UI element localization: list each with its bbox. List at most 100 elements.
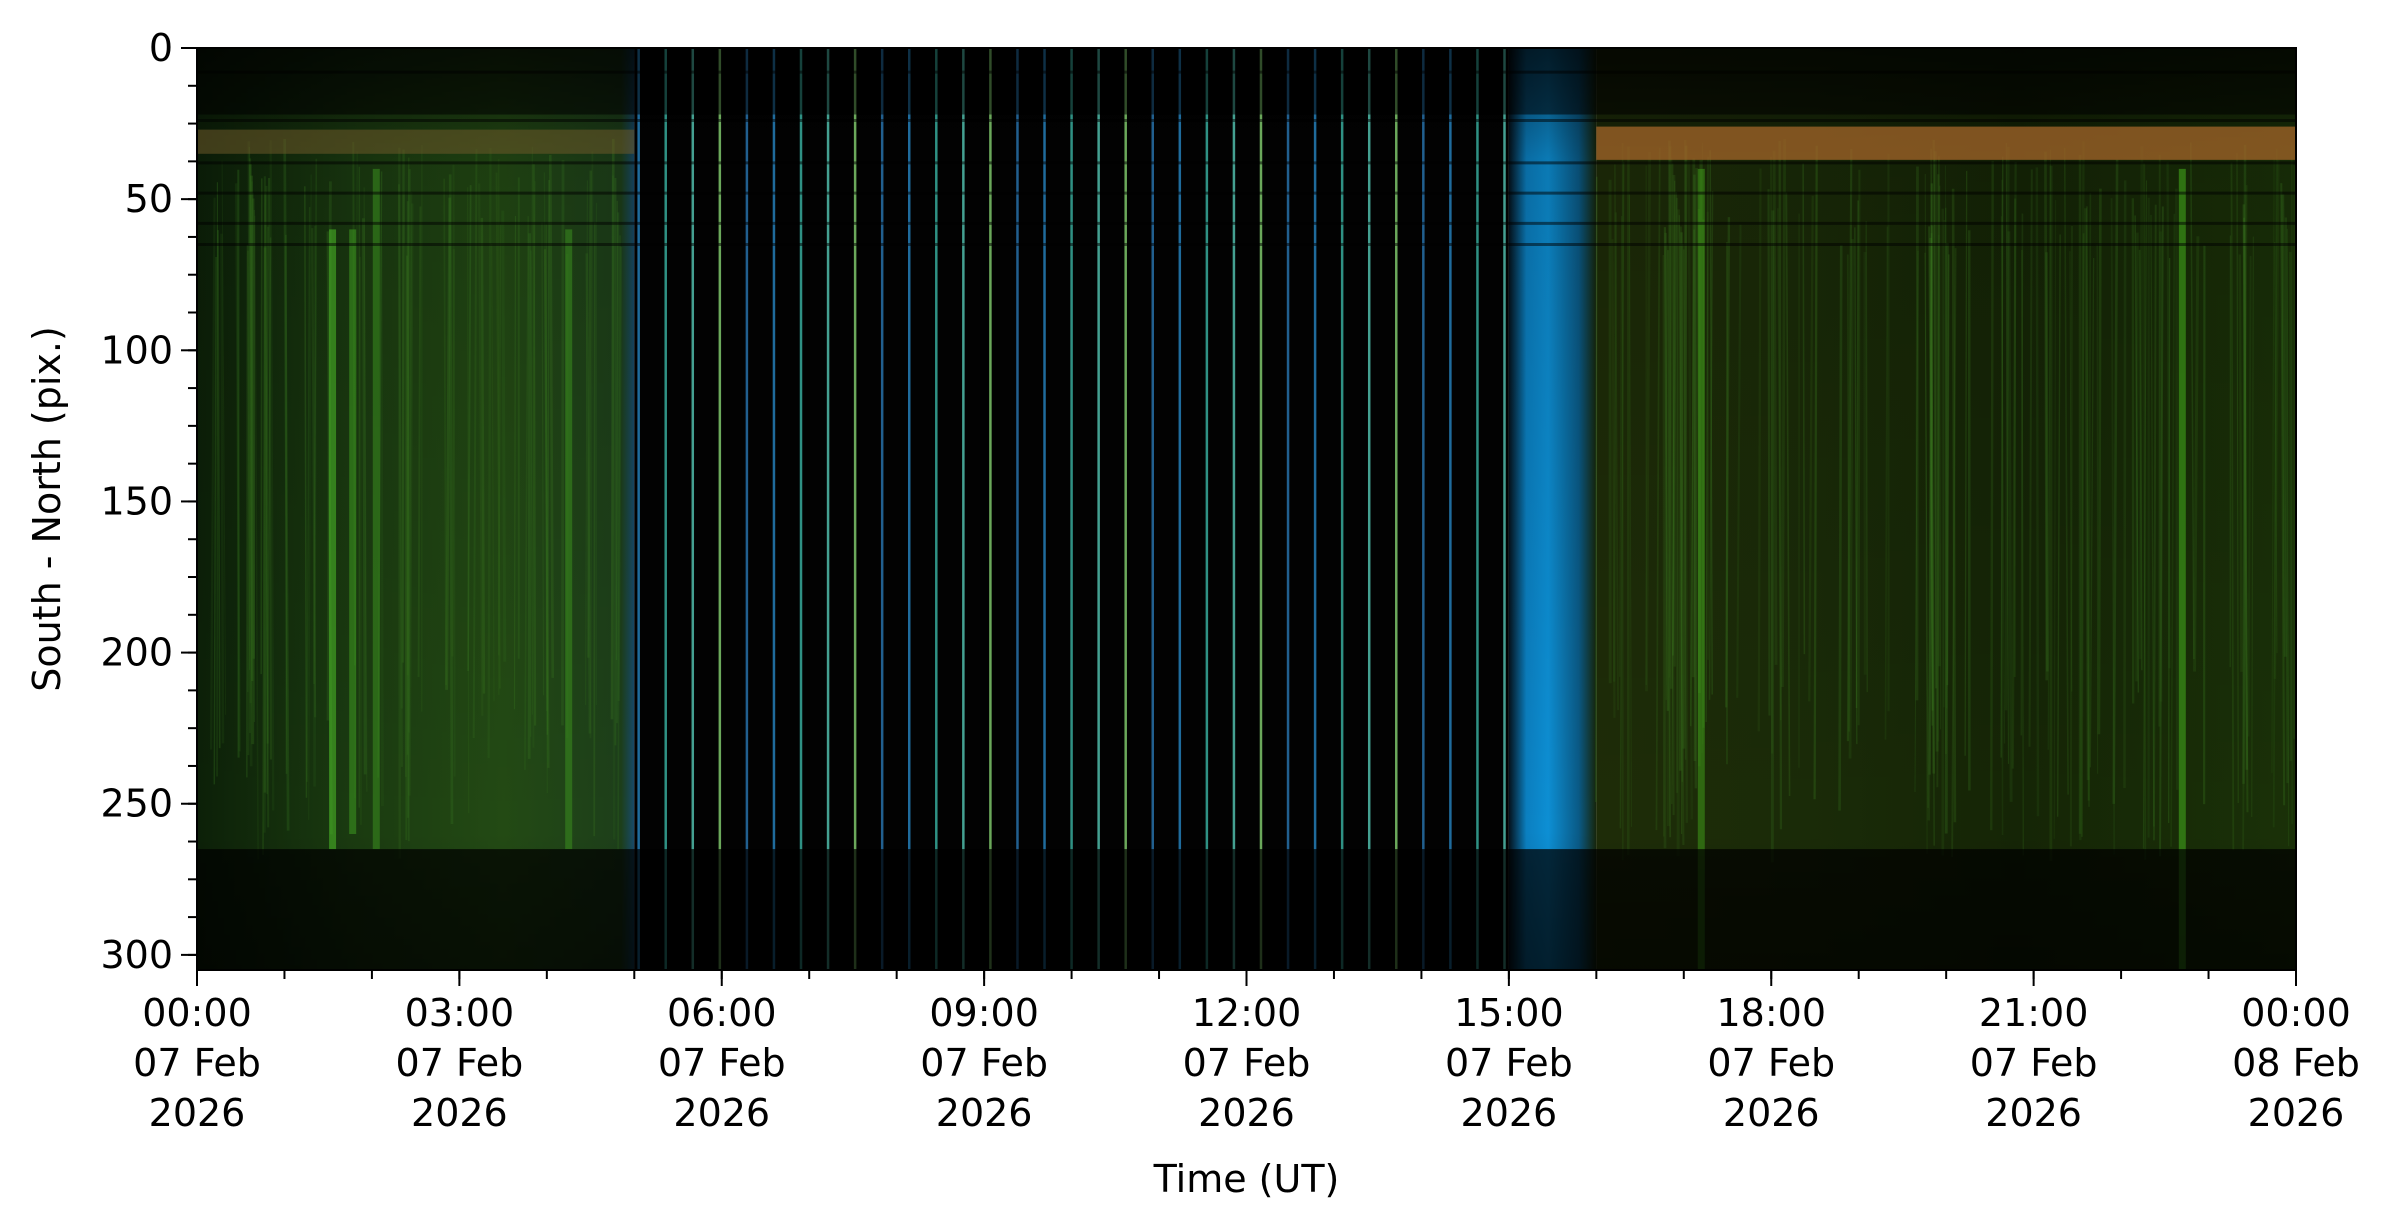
aurora-texture-streak — [466, 187, 470, 814]
x-axis: 00:00 07 Feb 2026 03:00 07 Feb 2026 06:00 07 Fe… — [133, 970, 2360, 1135]
aurora-texture-streak — [285, 234, 288, 774]
aurora-texture-streak — [1777, 208, 1782, 721]
aurora-texture-streak — [1705, 156, 1709, 722]
aurora-streaks — [209, 138, 2296, 970]
x-tick-label: 21:00 — [1979, 991, 2089, 1035]
aurora-texture-streak — [543, 249, 550, 768]
aurora-texture-streak — [2044, 151, 2049, 681]
aurora-texture-streak — [1595, 176, 1598, 802]
aurora-texture-streak — [2112, 159, 2119, 804]
top-dark-band — [197, 48, 2296, 115]
aurora-texture-streak — [2142, 180, 2147, 849]
aurora-texture-streak — [363, 187, 368, 792]
aurora-texture-streak — [2242, 144, 2247, 784]
aurora-texture-streak — [1944, 242, 1949, 834]
aurora-texture-streak — [530, 250, 535, 748]
aurora-texture-streak — [495, 172, 501, 689]
aurora-texture-streak — [2159, 206, 2164, 857]
plot-area — [197, 48, 2296, 970]
aurora-texture-streak — [313, 226, 317, 787]
aurora-texture-streak — [1709, 150, 1713, 695]
aurora-texture-streak — [260, 178, 263, 675]
aurora-texture-streak — [1927, 225, 1934, 821]
aurora-texture-streak — [615, 212, 620, 724]
aurora-texture-streak — [480, 217, 486, 694]
aurora-texture-streak — [269, 140, 275, 811]
aurora-texture-streak — [2150, 214, 2155, 827]
aurora-texture-streak — [2238, 254, 2243, 672]
aurora-texture-streak — [1667, 250, 1672, 838]
aurora-texture-streak — [2167, 258, 2171, 824]
aurora-texture-streak — [359, 256, 362, 825]
bottom-dark-band — [197, 849, 2296, 970]
aurora-texture-streak — [1884, 226, 1889, 740]
aurora-texture-streak — [283, 139, 290, 831]
aurora-texture-streak — [1932, 139, 1938, 689]
aurora-texture-streak — [248, 181, 253, 670]
aurora-texture-streak — [1846, 148, 1853, 742]
y-axis-label: South - North (pix.) — [25, 326, 69, 692]
aurora-texture-streak — [209, 197, 216, 750]
aurora-texture-streak — [406, 201, 410, 842]
aurora-texture-streak — [250, 175, 255, 745]
aurora-texture-streak — [1951, 248, 1957, 857]
aurora-texture-streak — [1628, 194, 1632, 827]
aurora-texture-streak — [304, 186, 308, 798]
x-tick-label: 03:00 — [405, 991, 515, 1035]
y-tick-label: 50 — [125, 177, 173, 221]
aurora-texture-streak — [587, 170, 592, 658]
aurora-texture-streak — [448, 174, 454, 824]
aurora-texture-streak — [1683, 249, 1687, 760]
aurora-texture-streak — [1772, 150, 1778, 665]
aurora-texture-streak — [1672, 174, 1677, 667]
aurora-texture-streak — [2166, 162, 2171, 669]
x-tick-label: 12:00 — [1192, 991, 1302, 1035]
aurora-texture-streak — [265, 185, 270, 828]
aurora-texture-streak — [452, 164, 456, 777]
aurora-texture-streak — [2271, 157, 2275, 774]
aurora-texture-streak — [408, 191, 413, 733]
aurora-texture-streak — [1693, 174, 1698, 789]
aurora-texture-streak — [524, 216, 530, 770]
aurora-texture-streak — [472, 149, 478, 738]
aurora-texture-streak — [2000, 156, 2004, 758]
aurora-texture-streak — [2081, 233, 2085, 837]
aurora-texture-streak — [1770, 210, 1775, 863]
aurora-texture-streak — [498, 224, 502, 656]
aurora-texture-streak — [1770, 156, 1774, 754]
aurora-texture-streak — [246, 244, 249, 778]
aurora-texture-streak — [593, 222, 596, 837]
aurora-texture-streak — [2123, 180, 2127, 789]
aurora-texture-streak — [2289, 251, 2293, 761]
aurora-texture-streak — [2272, 148, 2278, 828]
aurora-texture-streak — [1757, 168, 1762, 732]
aurora-texture-streak — [1687, 160, 1693, 820]
aurora-texture-streak — [362, 218, 367, 775]
aurora-texture-streak — [1930, 148, 1935, 846]
x-tick-label: 2026 — [673, 1091, 770, 1135]
aurora-texture-streak — [397, 184, 403, 767]
left-top-band — [197, 129, 635, 154]
aurora-texture-streak — [2069, 226, 2073, 847]
aurora-texture-streak — [2005, 143, 2010, 764]
aurora-texture-streak — [501, 210, 507, 662]
aurora-texture-streak — [487, 147, 492, 759]
aurora-texture-streak — [379, 244, 384, 807]
x-tick-label: 2026 — [411, 1091, 508, 1135]
aurora-texture-streak — [1857, 169, 1861, 726]
aurora-texture-streak — [1915, 166, 1919, 701]
aurora-texture-streak — [545, 224, 548, 712]
aurora-texture-streak — [2053, 200, 2057, 839]
aurora-texture-streak — [406, 169, 411, 818]
aurora-texture-streak — [543, 172, 548, 794]
aurora-texture-streak — [1619, 161, 1625, 829]
aurora-texture-streak — [1929, 237, 1936, 774]
aurora-texture-streak — [2292, 165, 2296, 739]
aurora-texture-streak — [445, 197, 452, 690]
aurora-texture-streak — [306, 207, 311, 782]
aurora-texture-streak — [1682, 145, 1688, 749]
aurora-texture-streak — [1680, 243, 1684, 834]
aurora-texture-streak — [2110, 198, 2116, 855]
aurora-texture-streak — [2028, 169, 2033, 747]
heatmap-regions — [197, 48, 2296, 970]
